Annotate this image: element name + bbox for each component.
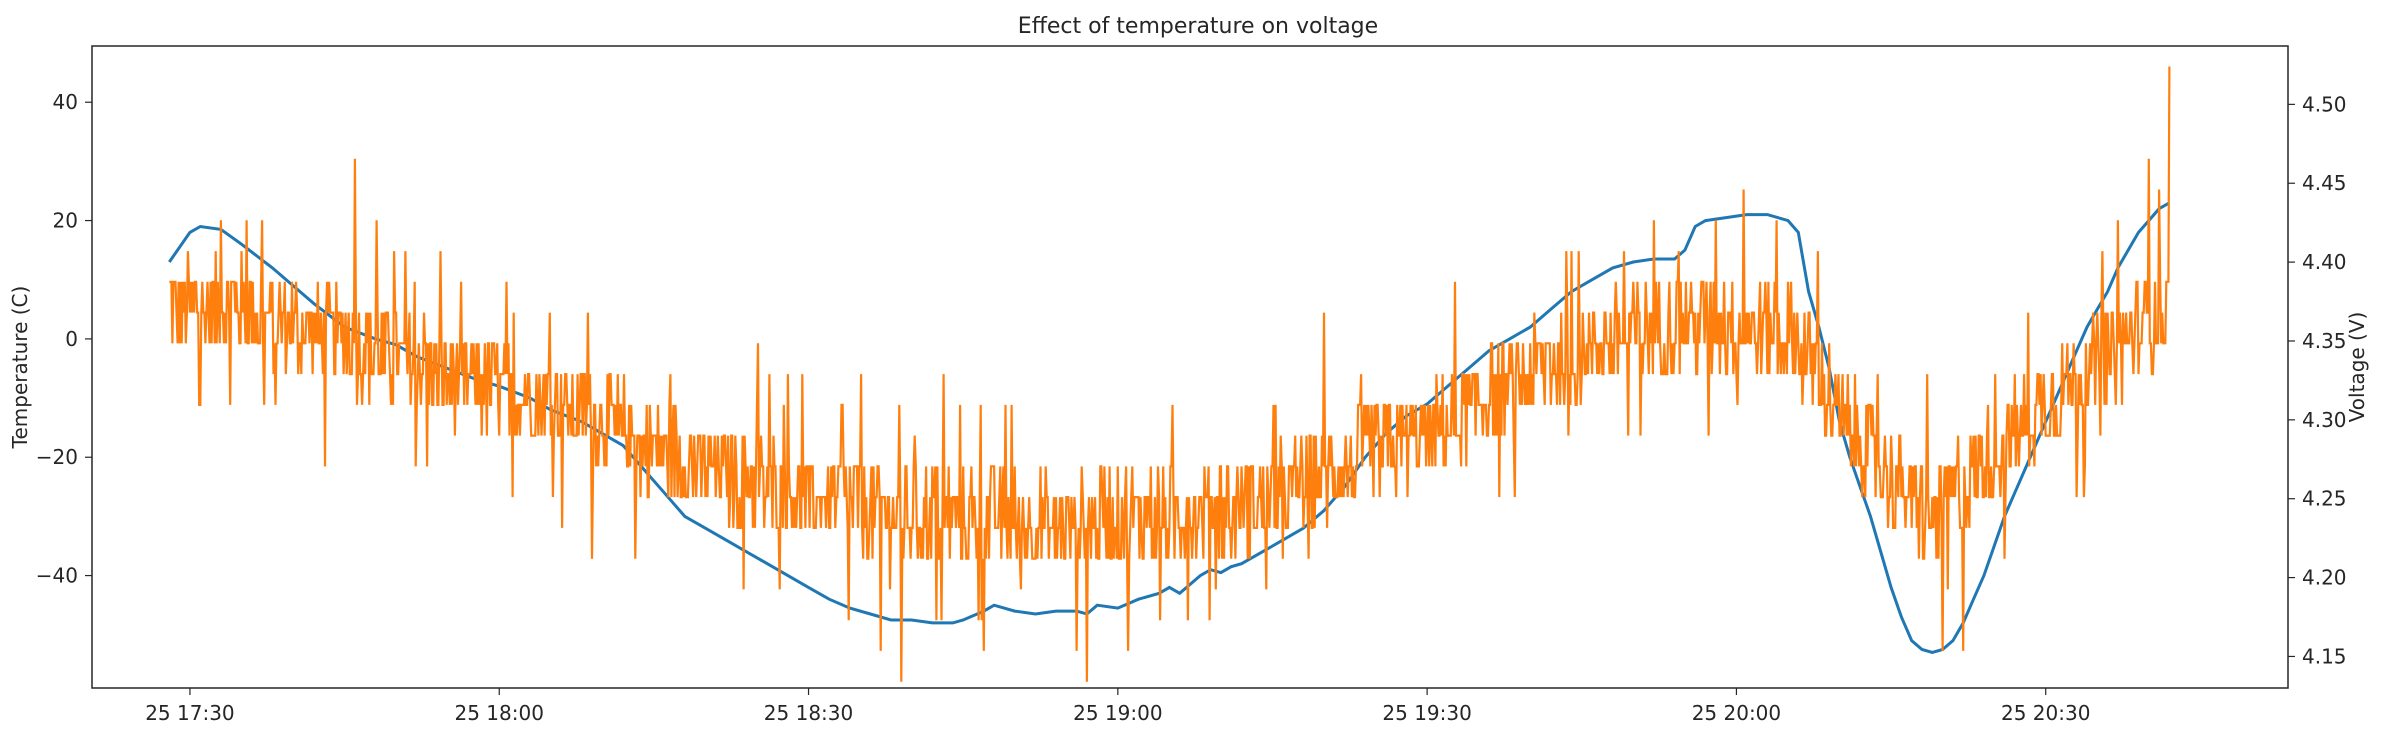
right-tick-label: 4.20 <box>2302 566 2347 590</box>
right-tick-label: 4.30 <box>2302 408 2347 432</box>
x-tick-label: 25 19:30 <box>1382 701 1471 725</box>
right-axis-label: Voltage (V) <box>2345 312 2369 423</box>
left-axis: 40 20 0 −20 −40 <box>36 90 92 588</box>
plot-area <box>91 45 2289 689</box>
right-tick-label: 4.15 <box>2302 644 2347 668</box>
right-axis: 4.50 4.45 4.40 4.35 4.30 4.25 4.20 4.15 <box>2288 92 2347 668</box>
left-axis-label: Temperature (C) <box>8 286 32 450</box>
right-tick-label: 4.45 <box>2302 171 2347 195</box>
voltage-line <box>169 66 2171 682</box>
x-tick-label: 25 17:30 <box>145 701 234 725</box>
chart-title: Effect of temperature on voltage <box>1018 14 1378 39</box>
left-tick-label: −40 <box>36 564 78 588</box>
right-tick-label: 4.25 <box>2302 487 2347 511</box>
series-layer <box>168 66 2171 682</box>
x-tick-label: 25 18:00 <box>455 701 544 725</box>
right-tick-label: 4.40 <box>2302 250 2347 274</box>
left-tick-label: −20 <box>36 445 78 469</box>
x-axis: 25 17:30 25 18:00 25 18:30 25 19:00 25 19:30… <box>145 688 2090 725</box>
x-tick-label: 25 20:30 <box>2001 701 2090 725</box>
left-tick-label: 20 <box>53 209 78 233</box>
left-tick-label: 40 <box>53 90 78 114</box>
right-tick-label: 4.35 <box>2302 329 2347 353</box>
x-tick-label: 25 18:30 <box>764 701 853 725</box>
left-tick-label: 0 <box>65 327 78 351</box>
x-tick-label: 25 19:00 <box>1073 701 1162 725</box>
x-tick-label: 25 20:00 <box>1692 701 1781 725</box>
right-tick-label: 4.50 <box>2302 92 2347 116</box>
